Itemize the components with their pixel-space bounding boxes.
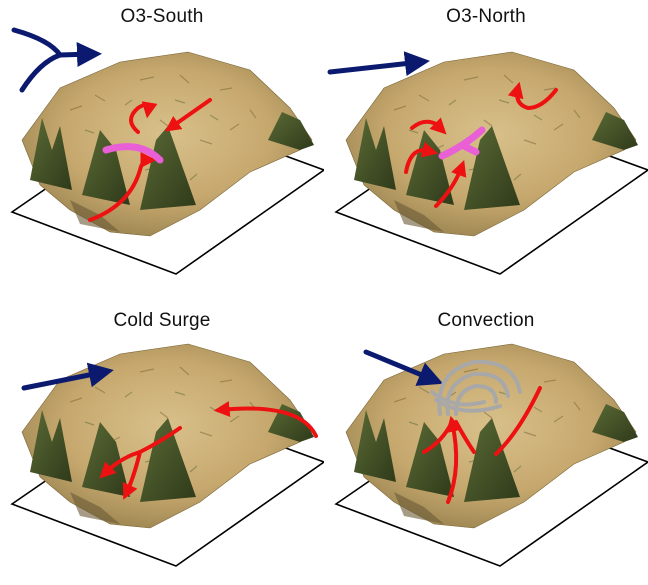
flow-arrow-icon: [422, 386, 542, 504]
panel-convection: Convection: [324, 292, 648, 584]
terrain-block: [11, 343, 324, 567]
panel-title: Convection: [437, 310, 535, 331]
flow-arrow-icon: [88, 98, 212, 222]
terrain-diagram: [11, 343, 324, 567]
terrain-diagram: [327, 51, 648, 275]
flow-arrow-icon: [404, 81, 558, 208]
panel-title: O3-South: [120, 6, 204, 27]
terrain-diagram: [11, 27, 324, 275]
wind-vector-icon: [327, 51, 430, 77]
wind-vector-icon: [21, 362, 114, 391]
panel-o3-south: O3-South: [0, 0, 324, 292]
wind-vector-icon: [363, 349, 444, 386]
cloud-swirl-icon: [430, 359, 522, 416]
panel-title: O3-North: [446, 6, 526, 27]
panel-title: Cold Surge: [113, 310, 211, 331]
terrain-block: [335, 51, 648, 275]
convergence-line-icon: [438, 126, 486, 160]
panel-o3-north: O3-North: [324, 0, 648, 292]
panel-cold-surge: Cold Surge: [0, 292, 324, 584]
terrain-diagram: [335, 343, 648, 567]
terrain-block: [11, 51, 324, 275]
flow-arrow-icon: [99, 401, 318, 500]
wind-vector-icon: [11, 27, 102, 93]
convergence-line-icon: [102, 143, 164, 164]
